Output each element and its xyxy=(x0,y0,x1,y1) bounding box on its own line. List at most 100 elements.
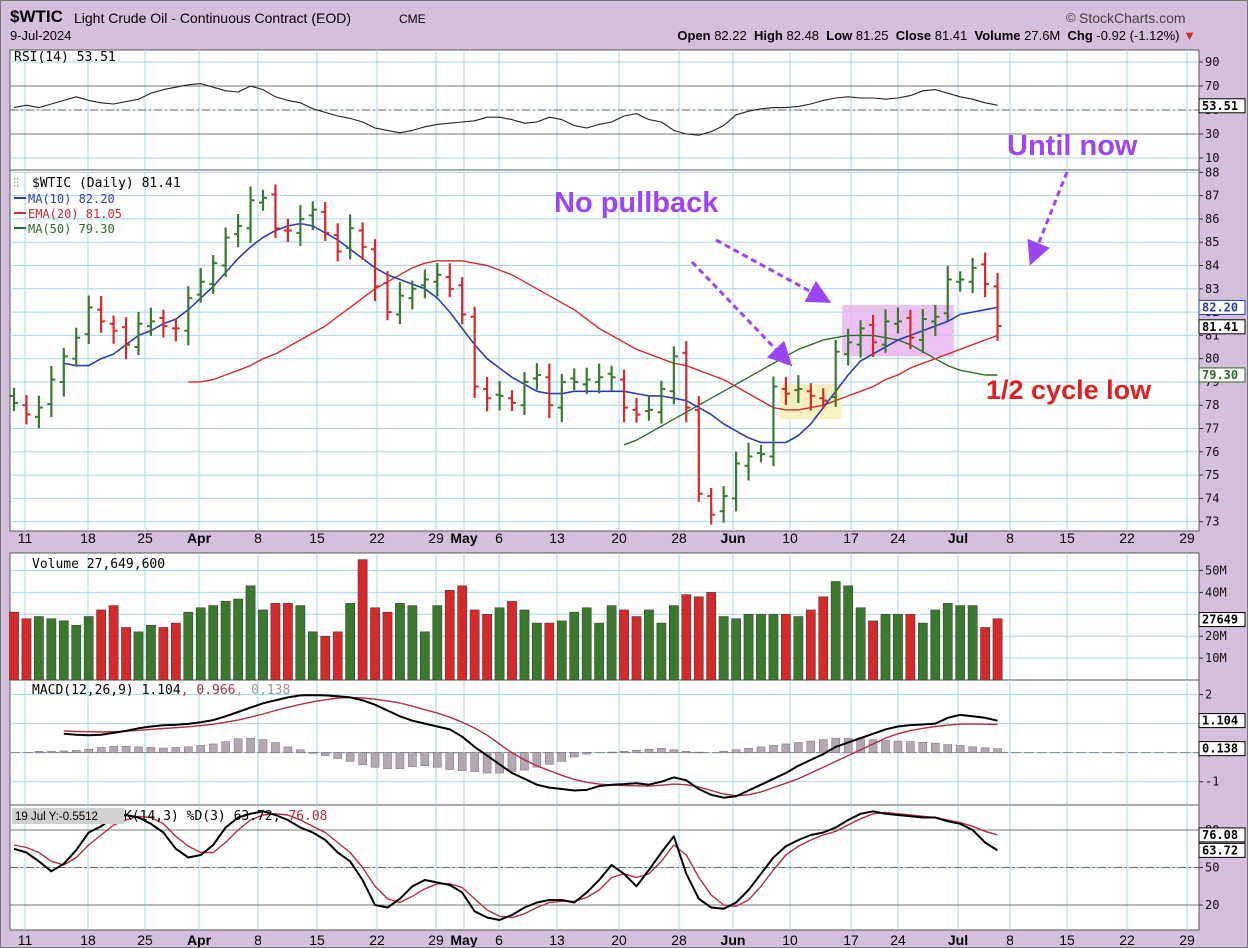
x-axis-label: 6 xyxy=(495,530,503,546)
volume-bar xyxy=(420,631,430,681)
volume-last-tag: 27649 xyxy=(1198,612,1246,628)
volume-bar xyxy=(930,609,941,681)
annotation-half-cycle: 1/2 cycle low xyxy=(986,375,1152,405)
y-tick-label: 87 xyxy=(1205,189,1219,203)
x-axis-label: 22 xyxy=(1119,932,1135,948)
macd-histogram-bar xyxy=(756,746,766,753)
macd-histogram-bar xyxy=(943,744,952,753)
price-bar xyxy=(420,269,429,299)
price-bar xyxy=(395,282,404,325)
macd-axis-tag-box xyxy=(1198,713,1246,729)
volume-bar xyxy=(283,603,293,681)
volume-bar xyxy=(158,627,169,681)
volume-bar xyxy=(444,589,455,681)
macd-axis-tag: 0.138 xyxy=(1198,741,1246,757)
open-value: 82.22 xyxy=(714,28,747,43)
x-axis-label: 20 xyxy=(611,932,627,948)
x-axis-label: 29 xyxy=(428,932,444,948)
price-bar xyxy=(744,442,753,481)
high-value: 82.48 xyxy=(786,28,820,43)
volume-bar xyxy=(681,594,692,681)
stoch-axis-tag-text: 63.72 xyxy=(1202,843,1238,857)
y-tick-label: 85 xyxy=(1205,235,1219,249)
price-bar xyxy=(819,388,828,409)
x-axis-label: 6 xyxy=(495,932,503,948)
volume-bar xyxy=(606,605,617,681)
price-axis-tag: 81.41 xyxy=(1198,319,1246,335)
macd-histogram-bar xyxy=(694,751,703,753)
volume-bar xyxy=(818,596,829,681)
volume-bar xyxy=(171,622,181,681)
price-bar xyxy=(508,390,516,412)
volume-bar xyxy=(918,622,928,681)
volume-bar xyxy=(307,631,318,681)
price-bar xyxy=(732,451,741,512)
price-bar xyxy=(532,363,541,390)
volume-bar xyxy=(469,609,480,681)
volume-bar xyxy=(768,614,779,681)
volume-bar xyxy=(357,559,368,681)
y-tick-label: 75 xyxy=(1205,468,1219,482)
volume-bar xyxy=(21,618,32,681)
volume-bar xyxy=(830,581,841,681)
price-bar xyxy=(408,280,417,310)
x-axis-label: 22 xyxy=(369,932,385,948)
price-bar xyxy=(557,373,566,423)
macd-histogram-bar xyxy=(283,746,293,753)
x-axis-label: 24 xyxy=(890,932,906,948)
macd-histogram-bar xyxy=(134,746,143,753)
price-bar xyxy=(968,257,977,294)
y-tick-label: 84 xyxy=(1205,258,1219,272)
price-bar xyxy=(259,189,267,211)
volume-bar xyxy=(556,620,567,681)
price-bar xyxy=(109,315,118,344)
exchange: CME xyxy=(399,12,426,26)
price-bar xyxy=(769,376,778,467)
rsi-last-tag: 53.51 xyxy=(1198,98,1246,114)
price-bar xyxy=(308,201,317,231)
macd-histogram-bar xyxy=(607,751,616,753)
volume-bar xyxy=(669,605,679,681)
macd-histogram-bar xyxy=(470,752,479,772)
symbol[interactable]: $WTIC xyxy=(10,7,63,26)
price-bar xyxy=(234,214,243,248)
macd-histogram-bar xyxy=(744,748,753,753)
down-arrow-icon: ▼ xyxy=(1183,28,1196,43)
macd-histogram-bar xyxy=(271,742,280,753)
price-bar xyxy=(918,309,927,354)
macd-axis-tag-text: 1.104 xyxy=(1202,714,1238,728)
y-tick-label: 10M xyxy=(1205,651,1227,665)
y-tick-label: 86 xyxy=(1205,212,1219,226)
quote-line: Open 82.22 High 82.48 Low 81.25 Close 81… xyxy=(677,28,1196,43)
y-tick-label: 70 xyxy=(1205,79,1219,93)
macd-histogram-bar xyxy=(881,740,890,753)
volume-bar xyxy=(9,611,19,681)
price-bar xyxy=(881,309,890,353)
x-axis-label: 25 xyxy=(137,530,153,546)
volume-bar xyxy=(258,609,268,681)
chart-header: $WTIC Light Crude Oil - Continuous Contr… xyxy=(6,6,1242,46)
price-bar xyxy=(607,365,616,391)
price-bar xyxy=(221,227,230,277)
price-bar xyxy=(97,296,106,333)
price-bar xyxy=(371,239,380,302)
price-bar xyxy=(445,263,454,297)
x-axis-label: 11 xyxy=(18,932,33,948)
chart-date: 9-Jul-2024 xyxy=(10,28,72,43)
stoch-legend-part: 76.08 xyxy=(288,809,327,824)
close-label: Close xyxy=(895,28,932,43)
price-bar xyxy=(84,295,93,344)
volume-bar xyxy=(905,614,916,681)
volume-bar xyxy=(519,609,530,681)
x-axis-label: 25 xyxy=(137,932,153,948)
macd-histogram-bar xyxy=(931,742,940,753)
macd-histogram-bar xyxy=(682,750,691,753)
price-bar xyxy=(146,307,155,336)
macd-histogram-bar xyxy=(420,752,430,767)
x-axis-label: 22 xyxy=(1119,530,1135,546)
close-value: 81.41 xyxy=(934,28,968,43)
brand[interactable]: StockCharts.com xyxy=(1079,10,1186,26)
macd-histogram-bar xyxy=(557,752,567,762)
y-tick-label: 73 xyxy=(1205,515,1219,529)
price-legend-item: MA(10) 82.20 xyxy=(28,192,115,206)
